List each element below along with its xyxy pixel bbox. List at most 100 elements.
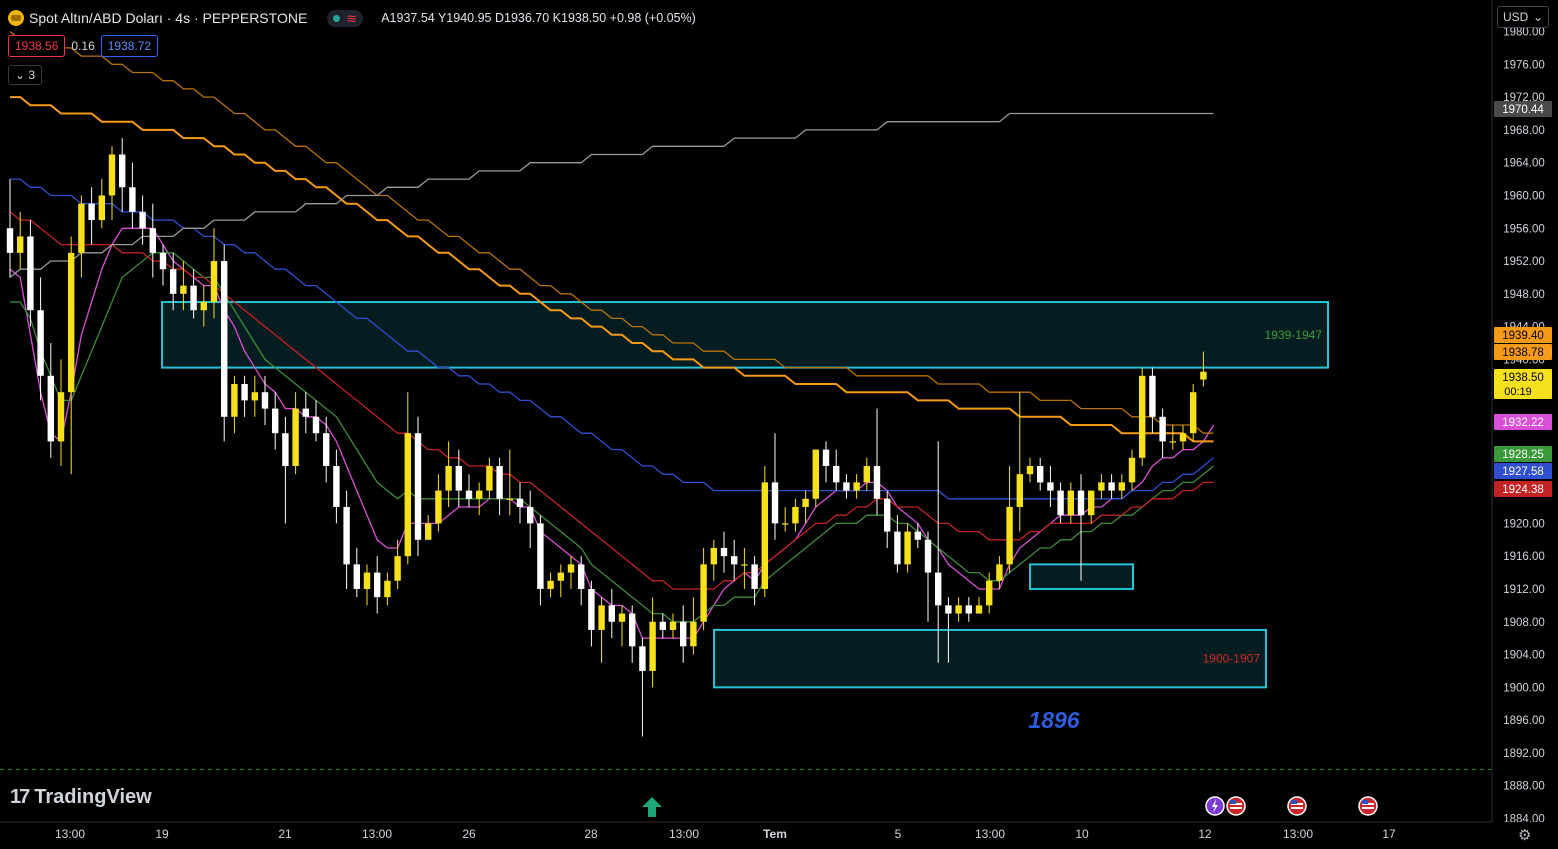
spread-value: 0.16 bbox=[71, 39, 95, 53]
indicators-collapse-button[interactable]: ⌄ 3 bbox=[8, 65, 43, 85]
candle-body bbox=[210, 261, 218, 303]
price-tag bbox=[1494, 414, 1552, 430]
candle-body bbox=[37, 310, 44, 376]
candle-body bbox=[272, 408, 279, 434]
candle-body bbox=[935, 572, 942, 606]
candle-body bbox=[588, 588, 595, 630]
x-tick-label: 13:00 bbox=[1283, 827, 1313, 841]
candle-body bbox=[1026, 465, 1034, 475]
candle-body bbox=[343, 506, 350, 565]
y-tick-label: 1904.00 bbox=[1503, 650, 1545, 662]
chevron-down-icon: ⌄ bbox=[15, 68, 26, 82]
candle-body bbox=[1016, 474, 1023, 507]
wave-icon: ≋ bbox=[346, 10, 358, 26]
us-flag-icon bbox=[1226, 796, 1246, 816]
candle-body bbox=[516, 498, 524, 507]
candle-body bbox=[904, 531, 911, 565]
brand-name: TradingView bbox=[34, 786, 152, 808]
candle-body bbox=[425, 523, 432, 540]
candle-body bbox=[200, 302, 207, 311]
candle-body bbox=[669, 621, 677, 630]
candle-body bbox=[486, 465, 493, 491]
price-tag bbox=[1494, 327, 1552, 343]
market-status[interactable]: ≋ bbox=[327, 9, 364, 27]
ema_gray-line bbox=[9, 112, 1214, 278]
zone-label: 1939-1947 bbox=[1265, 328, 1323, 342]
candle-body bbox=[363, 572, 371, 589]
y-tick-label: 1980.00 bbox=[1503, 27, 1545, 39]
x-tick-label: 28 bbox=[584, 827, 598, 841]
candle-body bbox=[924, 539, 932, 573]
chart-header: Spot Altın/ABD Doları · 4s · PEPPERSTONE… bbox=[8, 8, 696, 28]
candle-body bbox=[792, 506, 799, 524]
candle-body bbox=[353, 564, 360, 589]
candle-body bbox=[1037, 465, 1044, 483]
candle-body bbox=[986, 580, 993, 606]
currency-select[interactable]: USD ⌄ bbox=[1497, 6, 1549, 28]
candle-body bbox=[680, 621, 687, 647]
candle-body bbox=[843, 482, 850, 491]
candle-body bbox=[1179, 433, 1187, 442]
candle-body bbox=[1118, 482, 1125, 491]
y-tick-label: 1900.00 bbox=[1503, 682, 1545, 694]
price-tag bbox=[1494, 481, 1552, 497]
annotation-label: 1896 bbox=[1028, 707, 1079, 733]
y-tick-label: 1920.00 bbox=[1503, 518, 1545, 530]
y-tick-label: 1952.00 bbox=[1503, 256, 1545, 268]
candle-body bbox=[333, 465, 340, 507]
candle-body bbox=[119, 154, 126, 188]
candle-body bbox=[1098, 482, 1105, 491]
flag-canton bbox=[1362, 800, 1368, 804]
x-tick-label: 5 bbox=[895, 827, 902, 841]
candle-body bbox=[435, 490, 442, 524]
candle-body bbox=[649, 621, 656, 671]
us-flag-icon bbox=[1287, 796, 1307, 816]
price-tag-label: 1932.22 bbox=[1502, 417, 1544, 429]
y-tick-label: 1948.00 bbox=[1503, 289, 1545, 301]
settings-gear-icon[interactable]: ⚙ bbox=[1518, 827, 1532, 844]
candle-body bbox=[108, 154, 116, 196]
candle-body bbox=[822, 449, 830, 466]
candle-body bbox=[221, 261, 228, 417]
chevron-down-icon: ⌄ bbox=[1532, 10, 1543, 24]
candle-body bbox=[149, 228, 156, 253]
zone-box bbox=[713, 628, 1267, 689]
candle-body bbox=[1088, 490, 1095, 516]
candle-body bbox=[374, 572, 381, 598]
symbol-title[interactable]: Spot Altın/ABD Doları · 4s · PEPPERSTONE bbox=[29, 10, 308, 26]
candle-body bbox=[47, 375, 54, 442]
candle-body bbox=[98, 195, 105, 221]
candle-body bbox=[506, 498, 513, 500]
us-flag-icon bbox=[1358, 796, 1378, 816]
candle-body bbox=[17, 236, 24, 253]
x-tick-label: 26 bbox=[462, 827, 476, 841]
candle-body bbox=[404, 433, 411, 557]
candle-body bbox=[190, 285, 197, 311]
candle-body bbox=[1047, 482, 1054, 491]
flag-stripe bbox=[1230, 807, 1242, 809]
price-tag bbox=[1494, 369, 1552, 399]
price-tag-label: 1939.40 bbox=[1502, 330, 1544, 342]
candle-body bbox=[251, 392, 258, 401]
candle-body bbox=[527, 506, 534, 524]
candle-body bbox=[159, 252, 167, 270]
candle-body bbox=[323, 433, 330, 466]
candle-body bbox=[996, 564, 1003, 581]
price-tag-label: 1938.50 bbox=[1502, 372, 1544, 384]
candle-body bbox=[241, 384, 248, 401]
zone-label: 1900-1907 bbox=[1203, 652, 1261, 666]
x-tick-label: 13:00 bbox=[55, 827, 85, 841]
candle-body bbox=[945, 605, 952, 614]
candle-body bbox=[731, 556, 738, 565]
candle-body bbox=[1067, 490, 1074, 516]
candle-body bbox=[78, 203, 85, 253]
sell-price-button[interactable]: 1938.56 bbox=[8, 35, 66, 57]
candle-body bbox=[782, 523, 789, 525]
x-tick-label: 13:00 bbox=[975, 827, 1005, 841]
candle-body bbox=[1128, 457, 1136, 483]
candle-body bbox=[180, 285, 187, 294]
buy-price-button[interactable]: 1938.72 bbox=[100, 35, 159, 57]
market-open-icon bbox=[333, 14, 341, 22]
candle-body bbox=[1057, 490, 1064, 516]
